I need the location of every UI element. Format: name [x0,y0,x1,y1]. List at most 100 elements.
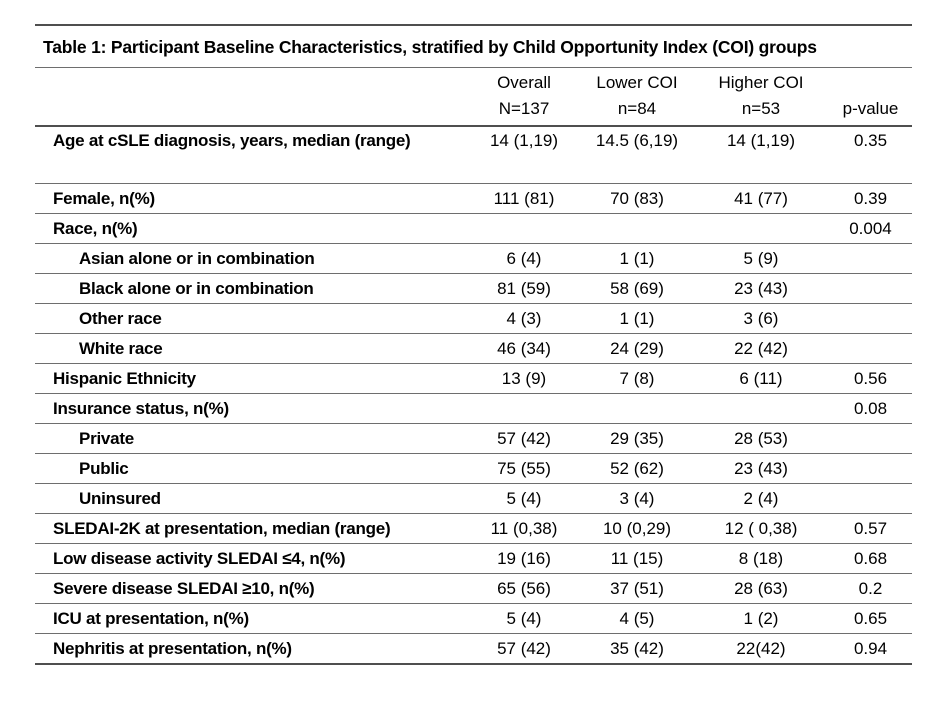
value-cell: 1 (1) [581,303,693,334]
value-cell: 8 (18) [693,543,829,574]
row-label: Public [35,453,467,484]
row-label: ICU at presentation, n(%) [35,603,467,634]
value-cell: 3 (6) [693,303,829,334]
p-value-cell: 0.94 [829,633,912,665]
value-cell: 11 (15) [581,543,693,574]
row-label: Private [35,423,467,454]
row-label: Low disease activity SLEDAI ≤4, n(%) [35,543,467,574]
table-row: Black alone or in combination 81 (59) 58 (… [35,273,912,304]
value-cell: 29 (35) [581,423,693,454]
row-label: White race [35,333,467,364]
row-label: Other race [35,303,467,334]
p-value-cell: 0.35 [829,126,912,184]
table-row: Nephritis at presentation, n(%) 57 (42) 35… [35,633,912,665]
value-cell: 24 (29) [581,333,693,364]
value-cell: 1 (2) [693,603,829,634]
value-cell: 23 (43) [693,453,829,484]
row-label: Insurance status, n(%) [35,393,467,424]
table-header: Overall N=137 Lower COI n=84 Higher COI … [35,67,912,127]
value-cell: 1 (1) [581,243,693,274]
col-header-overall: Overall N=137 [467,67,581,127]
row-label: Hispanic Ethnicity [35,363,467,394]
value-cell: 57 (42) [467,633,581,665]
value-cell: 14 (1,19) [693,126,829,184]
p-value-cell [829,303,912,334]
row-label: Race, n(%) [35,213,467,244]
table-row: Low disease activity SLEDAI ≤4, n(%) 19 (… [35,543,912,574]
value-cell: 81 (59) [467,273,581,304]
value-cell: 5 (4) [467,483,581,514]
table-row: Asian alone or in combination 6 (4) 1 (1) 5… [35,243,912,274]
col-header-overall-title: Overall [497,73,551,92]
col-header-higher-coi: Higher COI n=53 [693,67,829,127]
col-header-overall-subtitle: N=137 [498,99,550,118]
p-value-cell [829,243,912,274]
table-row: SLEDAI-2K at presentation, median (range… [35,513,912,544]
p-value-cell: 0.39 [829,183,912,214]
row-label: SLEDAI-2K at presentation, median (range… [35,513,467,544]
row-label: Uninsured [35,483,467,514]
table-row: Age at cSLE diagnosis, years, median (ra… [35,126,912,184]
value-cell [467,213,581,244]
value-cell: 11 (0,38) [467,513,581,544]
table-row: Hispanic Ethnicity 13 (9) 7 (8) 6 (11) 0.56 [35,363,912,394]
value-cell: 3 (4) [581,483,693,514]
value-cell: 46 (34) [467,333,581,364]
value-cell [581,213,693,244]
col-header-p-value-label: p-value [842,99,899,118]
row-label: Asian alone or in combination [35,243,467,274]
value-cell: 35 (42) [581,633,693,665]
table-row: Uninsured 5 (4) 3 (4) 2 (4) [35,483,912,514]
p-value-cell [829,483,912,514]
value-cell: 7 (8) [581,363,693,394]
value-cell [693,393,829,424]
col-header-lower-coi-title: Lower COI [596,73,678,92]
value-cell: 12 ( 0,38) [693,513,829,544]
value-cell: 57 (42) [467,423,581,454]
row-label: Age at cSLE diagnosis, years, median (ra… [35,126,467,184]
value-cell: 65 (56) [467,573,581,604]
value-cell: 13 (9) [467,363,581,394]
p-value-cell: 0.56 [829,363,912,394]
p-value-cell [829,273,912,304]
value-cell: 58 (69) [581,273,693,304]
value-cell: 70 (83) [581,183,693,214]
value-cell: 4 (3) [467,303,581,334]
col-header-p-value: p-value [829,67,912,127]
value-cell: 2 (4) [693,483,829,514]
table-container: Table 1: Participant Baseline Characteri… [35,24,912,665]
table-title: Table 1: Participant Baseline Characteri… [35,24,912,67]
baseline-characteristics-table: Overall N=137 Lower COI n=84 Higher COI … [35,67,912,665]
col-header-higher-coi-subtitle: n=53 [741,99,781,118]
p-value-cell: 0.68 [829,543,912,574]
p-value-cell: 0.004 [829,213,912,244]
col-header-p-value-spacer [829,70,912,96]
value-cell [581,393,693,424]
value-cell: 41 (77) [693,183,829,214]
header-label-column [35,67,467,127]
table-row: Race, n(%) 0.004 [35,213,912,244]
p-value-cell [829,453,912,484]
value-cell: 37 (51) [581,573,693,604]
value-cell: 22(42) [693,633,829,665]
value-cell: 75 (55) [467,453,581,484]
table-row: Insurance status, n(%) 0.08 [35,393,912,424]
value-cell: 52 (62) [581,453,693,484]
value-cell: 19 (16) [467,543,581,574]
table-row: Public 75 (55) 52 (62) 23 (43) [35,453,912,484]
table-row: ICU at presentation, n(%) 5 (4) 4 (5) 1 (2)… [35,603,912,634]
p-value-cell [829,423,912,454]
row-label: Black alone or in combination [35,273,467,304]
p-value-cell: 0.08 [829,393,912,424]
value-cell: 111 (81) [467,183,581,214]
value-cell: 22 (42) [693,333,829,364]
value-cell [467,393,581,424]
table-row: Private 57 (42) 29 (35) 28 (53) [35,423,912,454]
row-label: Nephritis at presentation, n(%) [35,633,467,665]
table-row: White race 46 (34) 24 (29) 22 (42) [35,333,912,364]
table-row: Severe disease SLEDAI ≥10, n(%) 65 (56) 37… [35,573,912,604]
value-cell: 28 (63) [693,573,829,604]
value-cell: 4 (5) [581,603,693,634]
value-cell: 10 (0,29) [581,513,693,544]
p-value-cell: 0.57 [829,513,912,544]
